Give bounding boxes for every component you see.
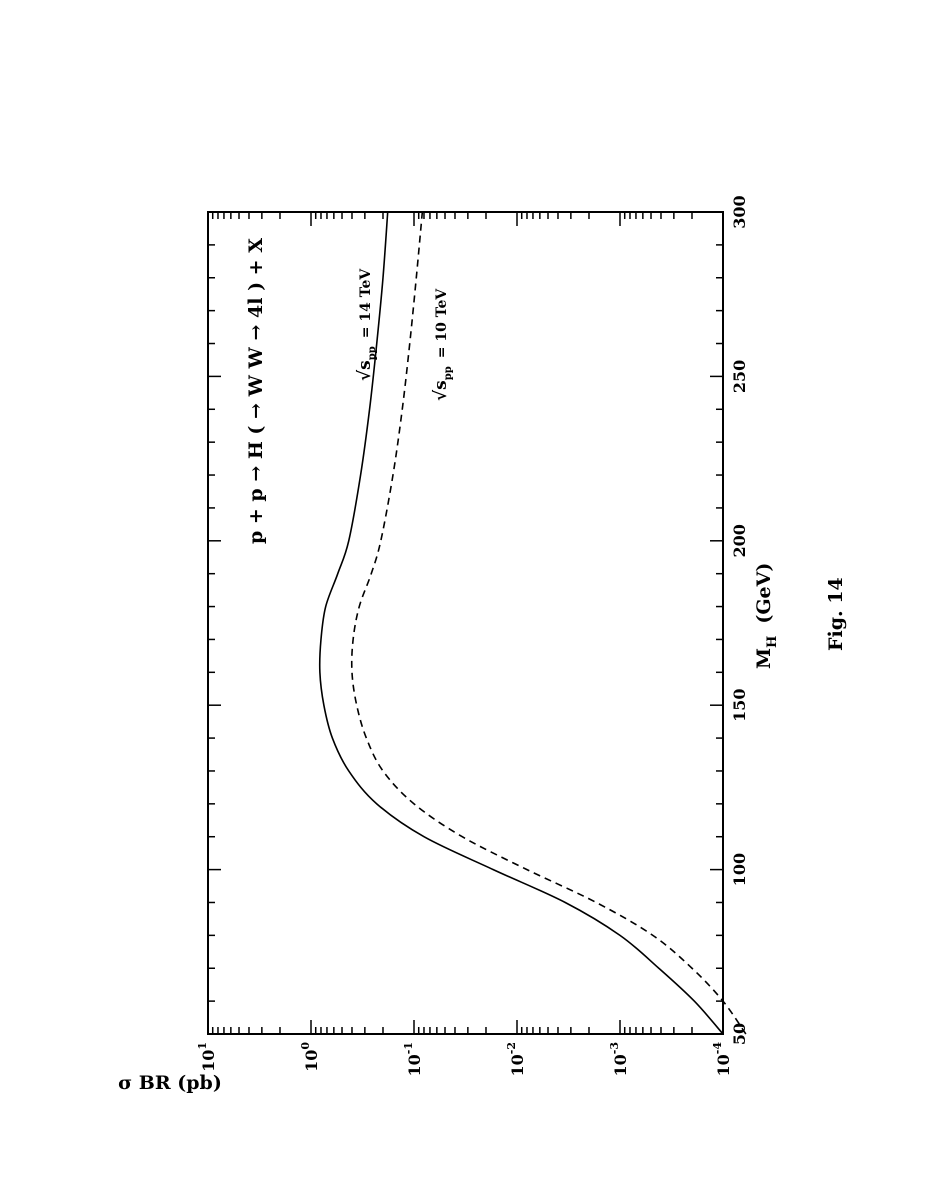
y-tick-label: 10-2 (505, 1042, 527, 1077)
y-tick-label: 101 (196, 1042, 218, 1072)
series-label-10tev: √spp= 10 TeV (431, 288, 454, 401)
y-tick-label: 10-4 (711, 1042, 733, 1077)
series-label-14tev: √spp= 14 TeV (355, 268, 378, 381)
y-tick-label: 100 (299, 1042, 321, 1072)
x-tick-label: 200 (730, 524, 749, 557)
x-axis-title: MH(GeV) (753, 563, 780, 669)
plot-frame (207, 211, 724, 1035)
x-tick-label: 300 (730, 195, 749, 228)
chart-title: p + p → H ( → W W → 4l ) + X (245, 238, 267, 544)
x-tick-label: 250 (730, 360, 749, 393)
series-line-2 (350, 211, 747, 1035)
figure-caption: Fig. 14 (825, 577, 847, 651)
series-line-1 (318, 211, 724, 1035)
y-tick-label: 10-3 (608, 1042, 630, 1077)
y-tick-label: 10-1 (402, 1042, 424, 1077)
x-tick-label: 100 (730, 853, 749, 886)
x-tick-label: 50 (730, 1023, 749, 1045)
x-tick-label: 150 (730, 688, 749, 721)
y-axis-title: σ BR (pb) (118, 1072, 222, 1094)
